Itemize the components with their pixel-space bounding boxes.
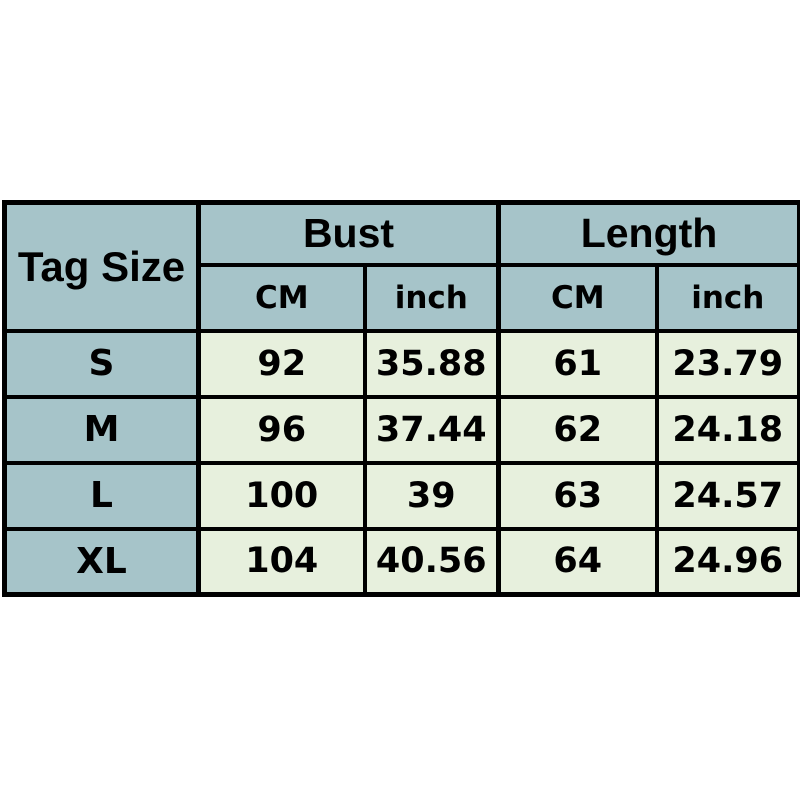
header-cell-bust-cm: CM <box>196 262 367 333</box>
cell-s-length-cm: 61 <box>496 328 659 399</box>
cell-m-length-cm: 62 <box>496 394 659 465</box>
cell-xl-bust-cm: 104 <box>196 526 367 597</box>
cell-xl-length-inch: 24.96 <box>655 526 800 597</box>
cell-m-length-inch: 24.18 <box>655 394 800 465</box>
cell-l-bust-cm: 100 <box>196 460 367 531</box>
table-row-m: M 96 37.44 62 24.18 <box>2 394 800 465</box>
cell-l-length-inch: 24.57 <box>655 460 800 531</box>
row-tag-m: M <box>2 394 201 465</box>
table-row-s: S 92 35.88 61 23.79 <box>2 328 800 399</box>
cell-l-length-cm: 63 <box>496 460 659 531</box>
cell-m-bust-inch: 37.44 <box>362 394 501 465</box>
header-cell-length-inch: inch <box>655 262 800 333</box>
row-tag-l: L <box>2 460 201 531</box>
header-row-groups: Tag Size Bust Length <box>2 200 800 333</box>
row-tag-xl: XL <box>2 526 201 597</box>
cell-xl-length-cm: 64 <box>496 526 659 597</box>
cell-s-bust-cm: 92 <box>196 328 367 399</box>
cell-s-length-inch: 23.79 <box>655 328 800 399</box>
header-group-length: Length <box>496 200 800 267</box>
table-row-xl: XL 104 40.56 64 24.96 <box>2 526 800 597</box>
header-cell-tag-size: Tag Size <box>2 200 201 333</box>
cell-m-bust-cm: 96 <box>196 394 367 465</box>
header-row-units: CM inch CM inch <box>5 262 800 333</box>
cell-xl-bust-inch: 40.56 <box>362 526 501 597</box>
cell-s-bust-inch: 35.88 <box>362 328 501 399</box>
row-tag-s: S <box>2 328 201 399</box>
cell-l-bust-inch: 39 <box>362 460 501 531</box>
size-chart-table: Tag Size Bust Length CM inch CM inch S 9… <box>2 200 800 597</box>
header-cell-length-cm: CM <box>496 262 659 333</box>
table-row-l: L 100 39 63 24.57 <box>2 460 800 531</box>
header-cell-bust-inch: inch <box>362 262 501 333</box>
header-group-bust: Bust <box>195 200 501 267</box>
